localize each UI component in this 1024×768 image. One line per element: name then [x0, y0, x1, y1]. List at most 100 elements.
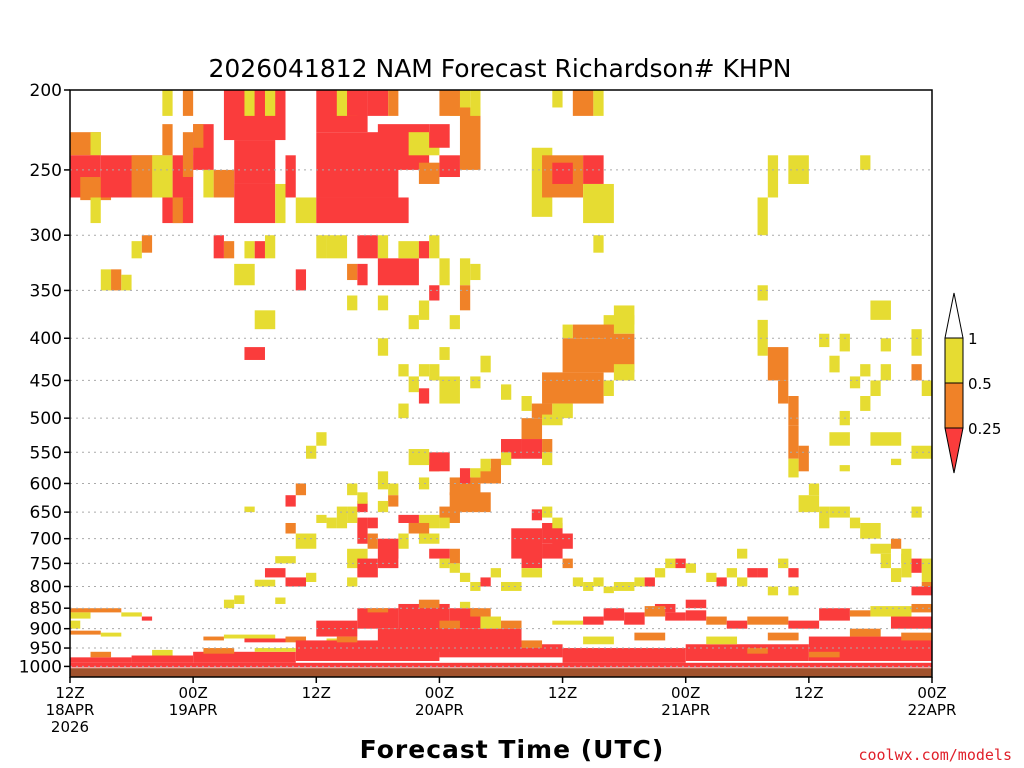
- ri-cell: [757, 285, 768, 301]
- ri-cell: [121, 612, 142, 617]
- ri-cell: [439, 620, 460, 629]
- ri-cell: [737, 577, 748, 587]
- ri-cell: [521, 568, 543, 578]
- ri-cell: [439, 90, 460, 116]
- ri-cell: [418, 300, 430, 320]
- ri-cell: [244, 506, 255, 513]
- ri-cell: [501, 384, 512, 400]
- ri-cell: [788, 425, 799, 459]
- ri-cell: [583, 636, 614, 645]
- ri-cell: [347, 295, 358, 311]
- ri-cell: [203, 648, 235, 654]
- ri-cell: [398, 364, 409, 377]
- ri-cell: [70, 612, 91, 619]
- ri-cell: [254, 241, 265, 259]
- ri-cell: [870, 380, 881, 397]
- ri-cell: [839, 465, 850, 472]
- ri-cell: [860, 396, 871, 411]
- ri-cell: [819, 608, 850, 621]
- ri-cell: [357, 517, 368, 544]
- ri-cell: [439, 376, 460, 404]
- ri-cell: [439, 558, 450, 569]
- ri-cell: [890, 616, 932, 629]
- ri-cell: [911, 329, 922, 356]
- ri-cell: [501, 620, 522, 629]
- ri-cell: [295, 269, 307, 291]
- ri-cell: [767, 586, 779, 596]
- ri-cell: [798, 445, 809, 472]
- ri-cell: [316, 235, 327, 259]
- ri-cell: [583, 616, 604, 625]
- ri-cell: [357, 500, 368, 513]
- colorbar-bottom-arrow: [944, 427, 964, 474]
- ri-cell: [542, 439, 553, 453]
- ri-cell: [275, 183, 286, 224]
- ri-cell: [634, 632, 666, 641]
- ri-cell: [470, 581, 481, 591]
- ri-cell: [264, 568, 286, 578]
- ri-cell: [870, 300, 891, 320]
- ri-cell: [459, 468, 471, 484]
- ri-cell: [808, 651, 840, 658]
- ri-cell: [552, 162, 573, 184]
- ri-cell: [542, 414, 563, 426]
- y-tick-label-800: 800: [30, 577, 62, 597]
- ri-cell: [613, 581, 635, 591]
- ri-cell: [357, 608, 399, 629]
- ri-cell: [90, 132, 101, 156]
- ri-cell: [70, 608, 122, 613]
- ri-cell: [254, 648, 296, 652]
- ri-cell: [685, 599, 707, 609]
- x-tick-label-36-1: 00Z: [425, 684, 454, 702]
- ri-cell: [316, 197, 409, 224]
- ri-cell: [890, 458, 902, 466]
- ri-cell: [398, 514, 419, 523]
- ri-cell: [398, 533, 409, 549]
- x-tick-label-0-3: 2026: [51, 718, 89, 736]
- ri-cell: [808, 483, 820, 496]
- y-tick-label-850: 850: [30, 599, 62, 619]
- ri-cell: [788, 568, 799, 578]
- ri-cell: [459, 601, 471, 609]
- ri-cell: [901, 553, 912, 564]
- ri-cell: [449, 492, 491, 513]
- ri-cell: [439, 155, 460, 178]
- ri-cell: [285, 495, 296, 507]
- chart-title: 2026041812 NAM Forecast Richardson# KHPN: [208, 54, 791, 83]
- ri-cell: [459, 90, 471, 116]
- ri-cell: [726, 568, 738, 578]
- ri-cell: [459, 572, 471, 582]
- x-tick-label-60-1: 00Z: [671, 684, 700, 702]
- ri-cell: [531, 403, 553, 419]
- ri-cell: [408, 315, 419, 330]
- ri-cell: [388, 483, 399, 496]
- ri-cell: [911, 445, 932, 459]
- ri-cell: [234, 595, 245, 604]
- y-tick-label-650: 650: [30, 503, 62, 523]
- ri-cell: [480, 577, 491, 587]
- ri-cell: [418, 364, 430, 377]
- ri-cell: [90, 651, 112, 658]
- ri-cell: [316, 514, 327, 523]
- plot-frame: [69, 89, 933, 678]
- ri-cell: [285, 577, 307, 587]
- x-tick-label-12-2: 19APR: [169, 701, 218, 719]
- ri-cell: [152, 649, 173, 656]
- ri-cell: [70, 620, 81, 629]
- ri-cell: [162, 124, 173, 156]
- ri-cell: [347, 90, 368, 116]
- colorbar-bin-orange: [944, 382, 964, 429]
- ri-cell: [285, 522, 296, 534]
- ground-layer: [70, 668, 932, 677]
- ri-cell: [501, 581, 522, 591]
- ri-cell: [439, 258, 450, 286]
- ri-cell: [131, 155, 153, 198]
- ri-cell: [254, 90, 265, 116]
- ri-cell: [234, 183, 276, 224]
- ri-cell: [377, 295, 389, 311]
- ri-cell: [439, 517, 450, 529]
- y-tick-label-200: 200: [30, 81, 62, 101]
- ri-cell: [213, 169, 235, 198]
- x-tick-label-48-1: 12Z: [548, 684, 577, 702]
